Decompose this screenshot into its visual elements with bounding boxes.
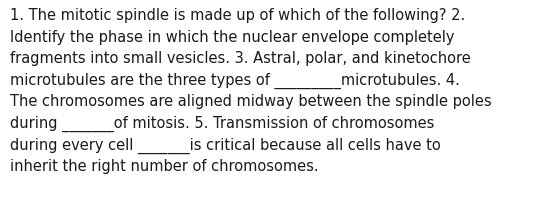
Text: inherit the right number of chromosomes.: inherit the right number of chromosomes. — [10, 159, 319, 174]
Text: during every cell _______is critical because all cells have to: during every cell _______is critical bec… — [10, 138, 441, 154]
Text: during _______of mitosis. 5. Transmission of chromosomes: during _______of mitosis. 5. Transmissio… — [10, 116, 435, 132]
Text: microtubules are the three types of _________microtubules. 4.: microtubules are the three types of ____… — [10, 73, 460, 89]
Text: Identify the phase in which the nuclear envelope completely: Identify the phase in which the nuclear … — [10, 30, 455, 45]
Text: 1. The mitotic spindle is made up of which of the following? 2.: 1. The mitotic spindle is made up of whi… — [10, 8, 465, 23]
Text: The chromosomes are aligned midway between the spindle poles: The chromosomes are aligned midway betwe… — [10, 94, 492, 110]
Text: fragments into small vesicles. 3. Astral, polar, and kinetochore: fragments into small vesicles. 3. Astral… — [10, 51, 471, 66]
